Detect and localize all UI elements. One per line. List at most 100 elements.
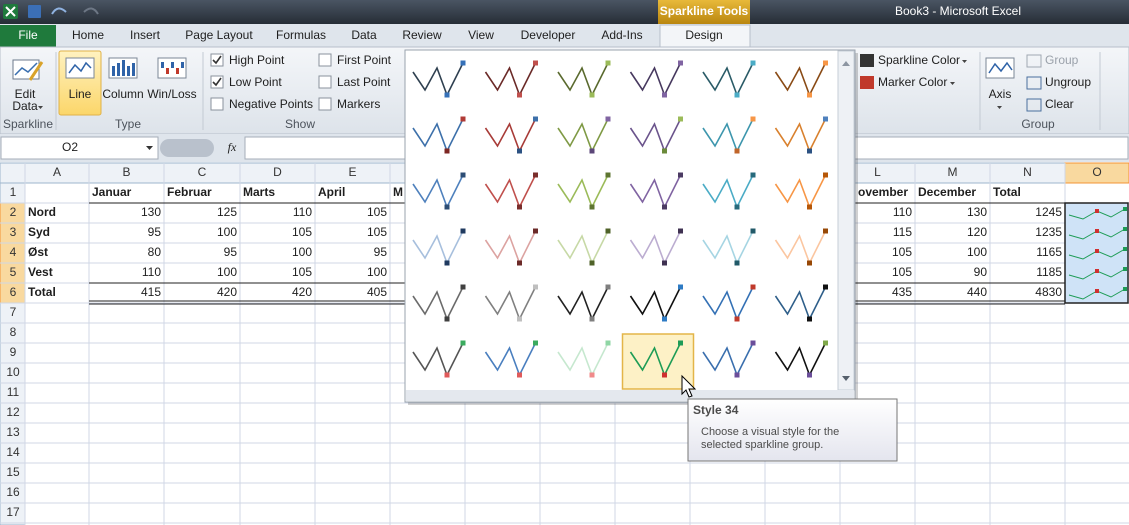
ribbon-tab[interactable]: Add-Ins: [601, 28, 642, 42]
cell[interactable]: 105: [367, 225, 387, 239]
style-sparkline: [629, 230, 682, 266]
cell[interactable]: 1245: [1035, 205, 1062, 219]
cell[interactable]: 110: [142, 265, 161, 279]
cell[interactable]: 110: [893, 205, 912, 219]
cell[interactable]: 115: [893, 225, 912, 239]
checkbox[interactable]: [318, 53, 332, 67]
cell[interactable]: 1235: [1035, 225, 1062, 239]
row-header: 11: [7, 385, 20, 399]
cell[interactable]: 1165: [1036, 245, 1062, 259]
style-high-marker: [823, 284, 828, 290]
undo-icon[interactable]: [51, 7, 67, 15]
cell[interactable]: 100: [967, 245, 987, 259]
type-button-label[interactable]: Line: [69, 87, 92, 101]
cell[interactable]: Syd: [28, 225, 50, 239]
cell[interactable]: Vest: [28, 265, 53, 279]
cell[interactable]: 125: [217, 205, 237, 219]
cell[interactable]: 420: [292, 285, 312, 299]
checkbox[interactable]: [318, 97, 332, 111]
cell[interactable]: 415: [141, 285, 161, 299]
cell[interactable]: 90: [974, 265, 988, 279]
ribbon-tab[interactable]: Design: [685, 28, 722, 42]
cell[interactable]: 105: [292, 225, 312, 239]
row-header: 17: [6, 505, 20, 519]
axis-label[interactable]: Axis: [989, 87, 1012, 101]
style-button-label[interactable]: Sparkline Color: [878, 53, 960, 67]
file-tab[interactable]: [0, 25, 56, 47]
cell[interactable]: 420: [217, 285, 237, 299]
checkbox-label[interactable]: Markers: [337, 97, 380, 111]
style-sparkline: [412, 230, 464, 266]
cell[interactable]: M: [393, 185, 403, 199]
type-button-label[interactable]: Win/Loss: [147, 87, 196, 101]
cell[interactable]: 105: [367, 205, 387, 219]
fx-button[interactable]: fx: [228, 140, 237, 154]
file-tab-label[interactable]: File: [18, 28, 38, 42]
group-button-label[interactable]: Clear: [1045, 97, 1074, 111]
style-button-icon: [860, 54, 874, 67]
cell[interactable]: 440: [967, 285, 987, 299]
cell[interactable]: April: [318, 185, 345, 199]
ribbon-tab[interactable]: Data: [351, 28, 377, 42]
checkbox-label[interactable]: First Point: [337, 53, 392, 67]
cell[interactable]: 100: [292, 245, 312, 259]
ribbon-tab[interactable]: Page Layout: [185, 28, 253, 42]
save-icon[interactable]: [28, 5, 41, 18]
redo-icon[interactable]: [83, 7, 99, 15]
style-high-marker: [678, 60, 683, 66]
ribbon-tab[interactable]: Developer: [521, 28, 576, 42]
cell[interactable]: 4830: [1035, 285, 1062, 299]
cell[interactable]: ovember: [858, 185, 908, 199]
type-button-label[interactable]: Column: [102, 87, 143, 101]
scroll-down[interactable]: [842, 376, 850, 381]
ribbon-tab[interactable]: View: [468, 28, 494, 42]
ribbon-tab[interactable]: Review: [402, 28, 442, 42]
edit-data-label[interactable]: Data: [12, 99, 38, 113]
cell[interactable]: 100: [367, 265, 387, 279]
cell[interactable]: 95: [148, 225, 162, 239]
cell[interactable]: 405: [367, 285, 387, 299]
name-box[interactable]: [0, 136, 159, 160]
cell[interactable]: Øst: [28, 245, 48, 259]
style-button-label[interactable]: Marker Color: [878, 75, 947, 89]
cell[interactable]: Januar: [92, 185, 132, 199]
checkbox-label[interactable]: Low Point: [229, 75, 282, 89]
cell[interactable]: 110: [293, 205, 312, 219]
ribbon-tab[interactable]: Formulas: [276, 28, 326, 42]
checkbox[interactable]: [210, 75, 224, 89]
dropdown-arrow: [962, 60, 967, 63]
edit-data-label[interactable]: Edit: [15, 87, 36, 101]
checkbox[interactable]: [210, 97, 224, 111]
group-button-label[interactable]: Group: [1045, 53, 1079, 67]
cell[interactable]: 100: [217, 265, 237, 279]
cell[interactable]: 105: [292, 265, 312, 279]
cell[interactable]: Marts: [243, 185, 275, 199]
cell[interactable]: 435: [892, 285, 912, 299]
style-high-marker: [605, 60, 611, 66]
ribbon-tab[interactable]: Insert: [130, 28, 161, 42]
cell[interactable]: 100: [217, 225, 237, 239]
checkbox-label[interactable]: High Point: [229, 53, 285, 67]
cell[interactable]: 120: [967, 225, 987, 239]
cell[interactable]: Total: [28, 285, 56, 299]
cell[interactable]: 130: [967, 205, 987, 219]
style-sparkline: [774, 118, 827, 154]
cell[interactable]: 1185: [1036, 265, 1062, 279]
checkbox[interactable]: [210, 53, 224, 67]
scroll-up[interactable]: [842, 61, 850, 66]
cell[interactable]: 105: [892, 245, 912, 259]
cell[interactable]: 105: [892, 265, 912, 279]
cell[interactable]: Februar: [167, 185, 212, 199]
checkbox-label[interactable]: Last Point: [337, 75, 391, 89]
cell[interactable]: December: [918, 185, 976, 199]
checkbox-label[interactable]: Negative Points: [229, 97, 313, 111]
cell[interactable]: 95: [374, 245, 388, 259]
cell[interactable]: Total: [993, 185, 1021, 199]
ribbon-tab[interactable]: Home: [72, 28, 104, 42]
cell[interactable]: 130: [141, 205, 161, 219]
group-button-label[interactable]: Ungroup: [1045, 75, 1091, 89]
cell[interactable]: 80: [148, 245, 162, 259]
cell[interactable]: 95: [224, 245, 238, 259]
cell[interactable]: Nord: [28, 205, 56, 219]
checkbox[interactable]: [318, 75, 332, 89]
